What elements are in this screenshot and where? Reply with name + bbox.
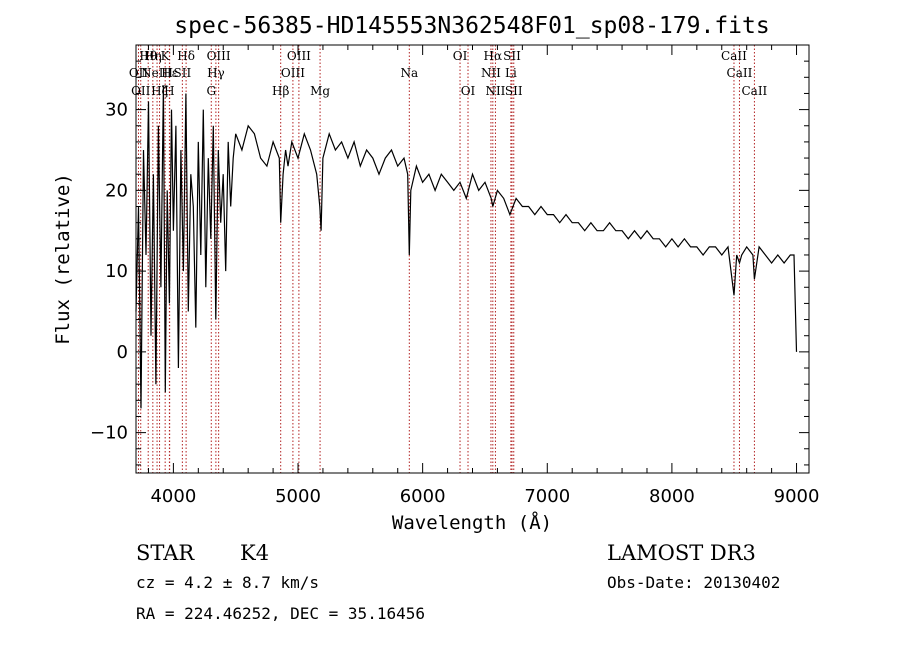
x-axis-ticks: 4000 5000 6000 7000 8000 9000 <box>147 45 820 507</box>
y-axis-ticks: −10 0 10 20 30 <box>90 44 809 466</box>
line-label: Na <box>400 66 418 80</box>
line-label: SII <box>503 49 521 63</box>
line-label: NII <box>481 66 501 80</box>
x-tick-label: 7000 <box>524 486 570 507</box>
y-tick-label: 30 <box>105 100 128 121</box>
line-label: Hζ <box>151 84 168 98</box>
redshift-readout: cz = 4.2 ± 8.7 km/s <box>136 573 319 592</box>
spectral-line-labels: OIIOIIHθHηNeIIIHζKHHεSIIHδGHγOIIIHβOIIIO… <box>129 49 768 98</box>
line-label: CaII <box>741 84 767 98</box>
y-tick-label: 10 <box>105 261 128 282</box>
line-label: H <box>164 84 174 98</box>
x-tick-label: 5000 <box>275 486 321 507</box>
object-subclass: K4 <box>240 541 269 565</box>
observation-date: Obs-Date: 20130402 <box>607 573 780 592</box>
line-label: OII <box>129 66 149 80</box>
line-label: OIII <box>287 49 311 63</box>
line-label: CaII <box>721 49 747 63</box>
y-tick-label: 20 <box>105 180 128 201</box>
x-tick-label: 6000 <box>400 486 446 507</box>
y-tick-label: 0 <box>117 342 128 363</box>
line-label: K <box>161 49 171 63</box>
line-label: NII <box>485 84 505 98</box>
line-label: OIII <box>281 66 305 80</box>
x-tick-label: 4000 <box>150 486 196 507</box>
line-label: Hη <box>144 49 162 63</box>
line-label: Hγ <box>207 66 225 80</box>
line-label: Hβ <box>272 84 289 98</box>
line-label: OI <box>461 84 476 98</box>
spectrum-line <box>135 85 798 409</box>
line-label: Hθ <box>139 49 157 63</box>
x-tick-label: 8000 <box>649 486 695 507</box>
x-tick-label: 9000 <box>774 486 820 507</box>
line-label: CaII <box>727 66 753 80</box>
plot-frame <box>135 44 810 474</box>
line-label: SII <box>505 84 523 98</box>
line-label: OI <box>453 49 468 63</box>
line-label: Hα <box>484 49 503 63</box>
line-label: Li <box>505 66 517 80</box>
chart-title: spec-56385-HD145553N362548F01_sp08-179.f… <box>174 13 769 39</box>
y-axis-label: Flux (relative) <box>52 173 74 345</box>
line-label: G <box>206 84 216 98</box>
line-label: SII <box>174 66 192 80</box>
line-label: Hε <box>161 66 178 80</box>
spectral-line-markers <box>137 45 755 473</box>
x-axis-label: Wavelength (Å) <box>392 511 552 534</box>
line-label: NeIII <box>141 66 173 80</box>
line-label: Hδ <box>177 49 195 63</box>
survey-name: LAMOST DR3 <box>607 541 756 565</box>
object-class: STAR <box>136 541 195 565</box>
line-label: Mg <box>310 84 330 98</box>
coordinates-readout: RA = 224.46252, DEC = 35.16456 <box>136 604 425 623</box>
y-tick-label: −10 <box>90 423 128 444</box>
line-label: OII <box>131 84 151 98</box>
line-label: OIII <box>207 49 231 63</box>
